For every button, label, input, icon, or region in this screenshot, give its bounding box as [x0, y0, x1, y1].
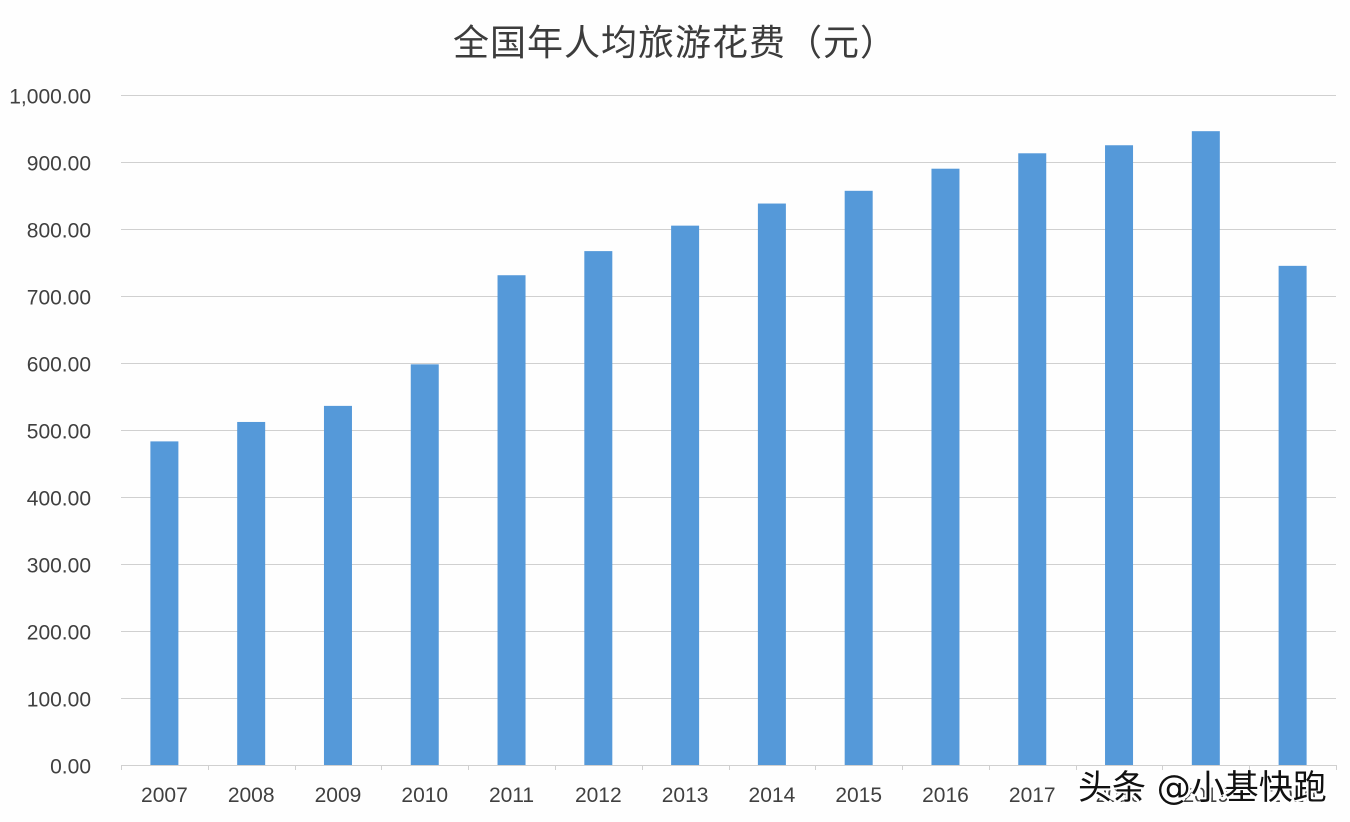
y-tick-label: 600.00 [27, 354, 91, 377]
x-tick-label: 2020 [1269, 784, 1316, 807]
bars [150, 131, 1307, 766]
bar-2016 [931, 168, 960, 765]
bar-2008 [237, 421, 266, 765]
y-tick-label: 500.00 [27, 421, 91, 444]
bar-2019 [1191, 131, 1220, 765]
x-tick-label: 2007 [141, 784, 188, 807]
bar-2012 [584, 251, 613, 766]
y-tick-label: 900.00 [27, 153, 91, 176]
bar-2015 [844, 190, 873, 765]
x-tick-label: 2015 [835, 784, 882, 807]
x-tick-label: 2012 [575, 784, 622, 807]
y-tick-label: 100.00 [27, 689, 91, 712]
bar-2010 [410, 364, 439, 765]
x-tick-label: 2017 [1009, 784, 1056, 807]
watermark: 头条 @小基快跑 [1078, 768, 1327, 808]
bar-2007 [150, 441, 179, 765]
x-tick-label: 2009 [315, 784, 362, 807]
x-tick-label: 2016 [922, 784, 969, 807]
y-tick-label: 700.00 [27, 287, 91, 310]
y-tick-label: 1,000.00 [9, 86, 91, 109]
y-axis-labels: 0.00 100.00 200.00 300.00 400.00 500.00 600.00… [9, 86, 91, 779]
x-tick-label: 2013 [662, 784, 709, 807]
bar-2013 [671, 225, 700, 765]
gridlines [121, 95, 1337, 770]
x-tick-label: 2008 [228, 784, 275, 807]
y-tick-label: 800.00 [27, 220, 91, 243]
y-tick-label: 400.00 [27, 488, 91, 511]
y-tick-label: 0.00 [50, 756, 91, 779]
y-tick-label: 300.00 [27, 555, 91, 578]
x-tick-label: 2014 [749, 784, 796, 807]
y-tick-label: 200.00 [27, 622, 91, 645]
x-axis-labels: 2007 2008 2009 2010 2011 2012 2013 2014 2015 2016… [141, 784, 1316, 807]
bar-2017 [1018, 153, 1047, 766]
x-tick-label: 2010 [401, 784, 448, 807]
chart-title: 全国年人均旅游花费（元） [452, 23, 897, 64]
bar-2018 [1105, 145, 1134, 765]
bar-2020 [1278, 265, 1307, 765]
bar-2011 [497, 275, 526, 765]
x-tick-label: 2011 [489, 784, 534, 807]
bar-2014 [757, 203, 786, 766]
x-tick-label: 2019 [1182, 784, 1229, 807]
bar-2009 [323, 405, 352, 765]
x-tick-label: 2018 [1096, 784, 1143, 807]
